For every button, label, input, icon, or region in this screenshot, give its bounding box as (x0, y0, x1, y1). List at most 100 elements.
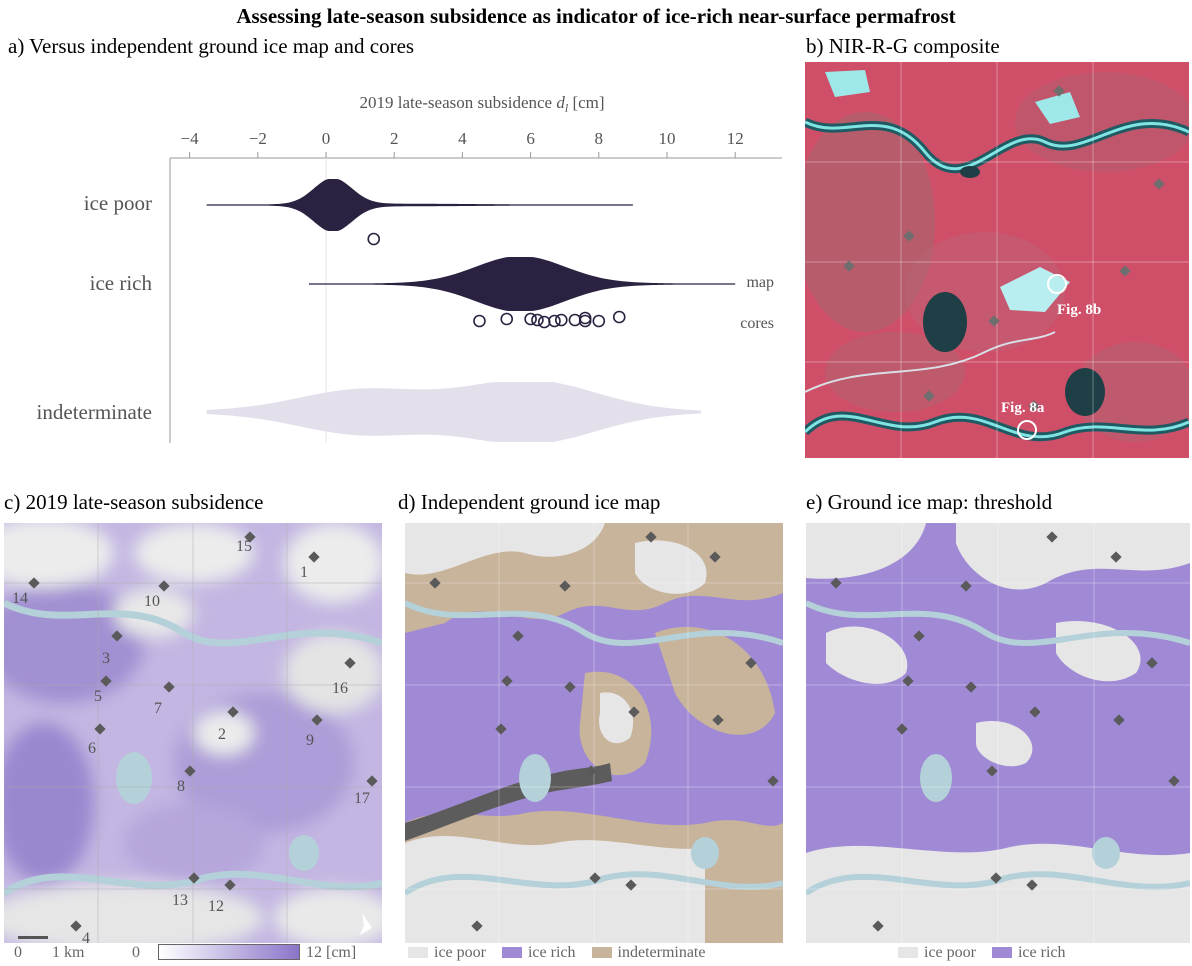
scale-bar-zero: 0 (14, 944, 22, 961)
swatch-indeterminate (591, 947, 612, 958)
core-site-marker (564, 681, 576, 693)
core-site-marker (965, 681, 977, 693)
subsidence-map: 15 1 14 10 3 16 5 7 2 6 9 8 17 13 12 4 (4, 523, 382, 943)
core-site-marker (311, 714, 323, 726)
violin-ice-poor (206, 179, 633, 231)
core-dot-ice-rich (568, 313, 582, 327)
category-label-indeterminate: indeterminate (37, 400, 152, 424)
colorbar-min-label: 0 (132, 944, 140, 961)
legend-e: ice poor ice rich (898, 944, 1066, 962)
north-arrow-icon (360, 913, 372, 935)
core-site-marker (745, 657, 757, 669)
x-tick-label: 6 (526, 129, 535, 148)
colorbar-max-label: 12 [cm] (306, 944, 357, 961)
core-site-marker (227, 706, 239, 718)
panel-d-title: d) Independent ground ice map (398, 490, 661, 514)
scale-bar (18, 936, 48, 939)
x-tick-label: 8 (595, 129, 604, 148)
x-axis-label: 2019 late-season subsidence dl [cm] (359, 93, 604, 115)
swatch-ice-poor (408, 947, 428, 958)
core-site-label: 14 (12, 590, 28, 607)
core-dot-ice-poor (367, 232, 381, 246)
panel-a-title: a) Versus independent ground ice map and… (8, 34, 415, 58)
core-site-label: 8 (177, 778, 185, 795)
core-dots (367, 232, 626, 329)
violin-chart: 2019 late-season subsidence dl [cm] −4 −2… (37, 93, 782, 443)
swatch-ice-poor-e (898, 947, 918, 958)
figure-title: Assessing late-season subsidence as indi… (236, 4, 956, 28)
core-site-marker (1026, 879, 1038, 891)
fig-8a-label: Fig. 8a (1001, 400, 1045, 416)
core-site-marker (767, 775, 779, 787)
category-label-ice-poor: ice poor (84, 191, 152, 215)
category-label-ice-rich: ice rich (90, 271, 153, 295)
core-site-marker (1029, 706, 1041, 718)
threshold-map (806, 523, 1190, 943)
core-dot-ice-rich (554, 313, 568, 327)
core-dot-ice-rich (531, 313, 544, 327)
x-axis-ticks: −4 −2 0 2 4 6 8 10 12 (181, 129, 744, 158)
core-site-marker (163, 681, 175, 693)
x-tick-label: −4 (181, 129, 200, 148)
core-dot-ice-rich (524, 312, 537, 326)
core-site-marker (184, 765, 196, 777)
core-site-label: 16 (332, 680, 348, 697)
core-site-label: 10 (144, 593, 160, 610)
panel-c-title: c) 2019 late-season subsidence (4, 490, 264, 514)
legend-d-ice-rich: ice rich (527, 944, 576, 961)
core-site-marker (628, 706, 640, 718)
ground-ice-map (405, 523, 783, 943)
colorbar (158, 944, 300, 960)
core-site-marker (1046, 531, 1058, 543)
x-tick-label: −2 (249, 129, 267, 148)
core-dot-ice-rich (473, 314, 486, 328)
x-tick-label: 12 (727, 129, 744, 148)
core-dot-ice-rich (612, 310, 626, 324)
core-site-marker (990, 872, 1002, 884)
core-site-label: 5 (94, 688, 102, 705)
core-site-label: 6 (88, 740, 96, 757)
side-label-map: map (746, 274, 774, 291)
core-site-marker (224, 879, 236, 891)
core-site-marker (366, 775, 378, 787)
fig-8a-marker (1017, 420, 1037, 440)
core-site-marker (188, 872, 200, 884)
core-site-label: 15 (236, 538, 252, 555)
x-tick-label: 0 (322, 129, 331, 148)
core-site-marker (344, 657, 356, 669)
core-site-marker (712, 714, 724, 726)
core-site-marker (585, 765, 597, 777)
core-site-markers: 15 1 14 10 3 16 5 7 2 6 9 8 17 13 12 4 (12, 531, 378, 943)
violin-indeterminate (206, 382, 702, 442)
core-site-marker (1110, 551, 1122, 563)
fig-8b-marker (1047, 274, 1067, 294)
core-dot-ice-rich (500, 312, 514, 326)
core-site-marker (589, 872, 601, 884)
core-dot-ice-rich (548, 314, 561, 328)
core-site-marker (986, 765, 998, 777)
scale-bar-label: 1 km (52, 944, 85, 961)
core-site-label: 4 (82, 930, 90, 943)
core-site-label: 17 (354, 790, 370, 807)
swatch-ice-rich (501, 947, 522, 958)
fig-8b-label: Fig. 8b (1057, 302, 1101, 318)
core-site-label: 1 (300, 564, 308, 581)
panel-b-title: b) NIR-R-G composite (806, 34, 1000, 58)
panel-e-title: e) Ground ice map: threshold (806, 490, 1053, 514)
violin-ice-rich (308, 257, 736, 311)
core-site-marker (1146, 657, 1158, 669)
legend-d-indeterminate: indeterminate (617, 944, 706, 961)
x-tick-label: 10 (659, 129, 676, 148)
legend-d-ice-poor: ice poor (434, 944, 486, 961)
swatch-ice-rich-e (991, 947, 1012, 958)
core-dot-ice-rich (592, 314, 606, 328)
core-site-label: 9 (306, 732, 314, 749)
violins (206, 179, 736, 442)
core-site-label: 2 (218, 726, 226, 743)
core-site-label: 13 (172, 892, 188, 909)
legend-e-ice-poor: ice poor (924, 944, 976, 961)
core-site-label: 3 (102, 650, 110, 667)
x-tick-label: 2 (390, 129, 399, 148)
nir-composite-image: Fig. 8b Fig. 8a (805, 62, 1189, 458)
core-site-marker (1113, 714, 1125, 726)
